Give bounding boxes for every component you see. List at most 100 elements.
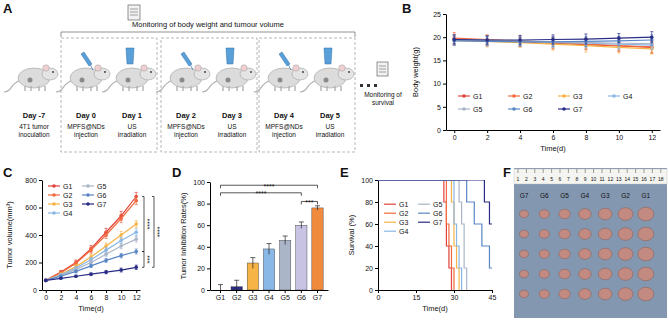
legend-entry: G3 [48, 201, 72, 208]
tick-mark [39, 208, 42, 209]
legend-label: G6 [97, 192, 106, 199]
series-line [46, 267, 136, 280]
error-bar [486, 35, 489, 45]
legend-marker [52, 211, 56, 215]
significance-label: **** [264, 183, 275, 190]
series-line [46, 252, 136, 281]
legend-entry: G6 [82, 192, 106, 199]
panel-a: AMonitoring of body weight and tumour vo… [3, 1, 402, 152]
tick: 2 [486, 130, 490, 141]
ultrasound-probe [226, 48, 234, 64]
tumor-site [80, 78, 85, 83]
ultrasound-probe [324, 48, 332, 64]
legend-entry: G4 [608, 93, 632, 100]
tick-mark [416, 290, 417, 293]
legend-label: G2 [523, 93, 532, 100]
error-bar [299, 222, 304, 228]
series-line [378, 180, 451, 290]
ruler-label: 11 [599, 176, 604, 182]
mouse-ear [241, 65, 247, 71]
group-label: G2 [621, 192, 630, 199]
tick: 0 [453, 130, 457, 141]
legend-marker [52, 202, 56, 206]
tick-mark [301, 290, 302, 293]
error-bar [453, 35, 456, 44]
survival-icon [377, 62, 388, 76]
tick-label: 6 [552, 134, 556, 141]
legend-label: G7 [97, 201, 106, 208]
tick-mark [443, 107, 446, 108]
tick-label: G2 [232, 294, 241, 301]
tumor [618, 248, 633, 261]
tick: 25 [433, 11, 446, 18]
legend-entry: G1 [458, 93, 482, 100]
tick: 15 [433, 57, 446, 64]
tick: 60 [197, 222, 210, 229]
tick-label: 60 [197, 222, 205, 229]
ruler-tick [568, 169, 569, 173]
significance-bracket [142, 197, 144, 252]
tick-mark [136, 290, 137, 293]
tumor-site [278, 78, 283, 83]
tick: 10 [433, 80, 446, 87]
mouse-eye [250, 71, 252, 73]
tumor [559, 249, 570, 259]
tick: G5 [280, 290, 289, 301]
error-bar [44, 280, 47, 282]
tumor [520, 230, 529, 238]
legend-entry: G2 [48, 192, 72, 199]
tumor [638, 247, 654, 261]
ruler-tick [660, 169, 661, 173]
ruler-tick [602, 169, 603, 173]
tick: 80 [365, 199, 378, 206]
tumor [638, 227, 654, 241]
tumor [520, 210, 529, 218]
legend-label: G5 [473, 106, 482, 113]
ruler-label: 8 [575, 176, 578, 182]
tick: 5 [437, 104, 446, 111]
error-bar [120, 237, 123, 243]
tick: 0 [369, 287, 378, 294]
tick: 0 [44, 290, 48, 301]
error-bar [90, 247, 93, 253]
mouse-eye [302, 71, 304, 73]
x-axis-title: Time(d) [540, 144, 566, 153]
ruler-tick [560, 169, 561, 173]
error-bar [44, 280, 47, 282]
tick: 0 [33, 287, 42, 294]
tick-label: 25 [433, 11, 441, 18]
tick-mark [220, 290, 221, 293]
legend-marker [462, 107, 466, 111]
error-bar [486, 36, 489, 44]
error-bar [218, 285, 223, 290]
marker [452, 38, 456, 42]
legend-label: G2 [399, 210, 408, 217]
ruler-tick [534, 169, 535, 173]
tick-mark [207, 268, 210, 269]
mouse [56, 65, 110, 92]
step-group-box [61, 38, 157, 152]
tumor [638, 287, 654, 301]
mouse-leg [176, 86, 177, 91]
ruler-label: 14 [624, 176, 630, 182]
error-bar [135, 221, 138, 228]
series-line [378, 180, 492, 224]
marker [452, 38, 456, 42]
tick-mark [269, 290, 270, 293]
axis-line [446, 15, 447, 131]
legend-label: G5 [433, 201, 442, 208]
legend-label: G5 [97, 183, 106, 190]
ruler-tick [618, 169, 619, 173]
marker [134, 250, 138, 254]
error-bar [315, 206, 320, 210]
step-day: Day 0 [76, 111, 96, 120]
tick-label: 800 [25, 177, 37, 184]
tick-label: 100 [193, 179, 205, 186]
error-bar [120, 214, 123, 222]
tumor [598, 208, 612, 220]
step-label: USirradiation [218, 123, 247, 138]
syringe [279, 52, 290, 66]
step-day: Day 1 [122, 111, 142, 120]
continuation-dot [360, 84, 363, 87]
tick: 10 [615, 130, 623, 141]
